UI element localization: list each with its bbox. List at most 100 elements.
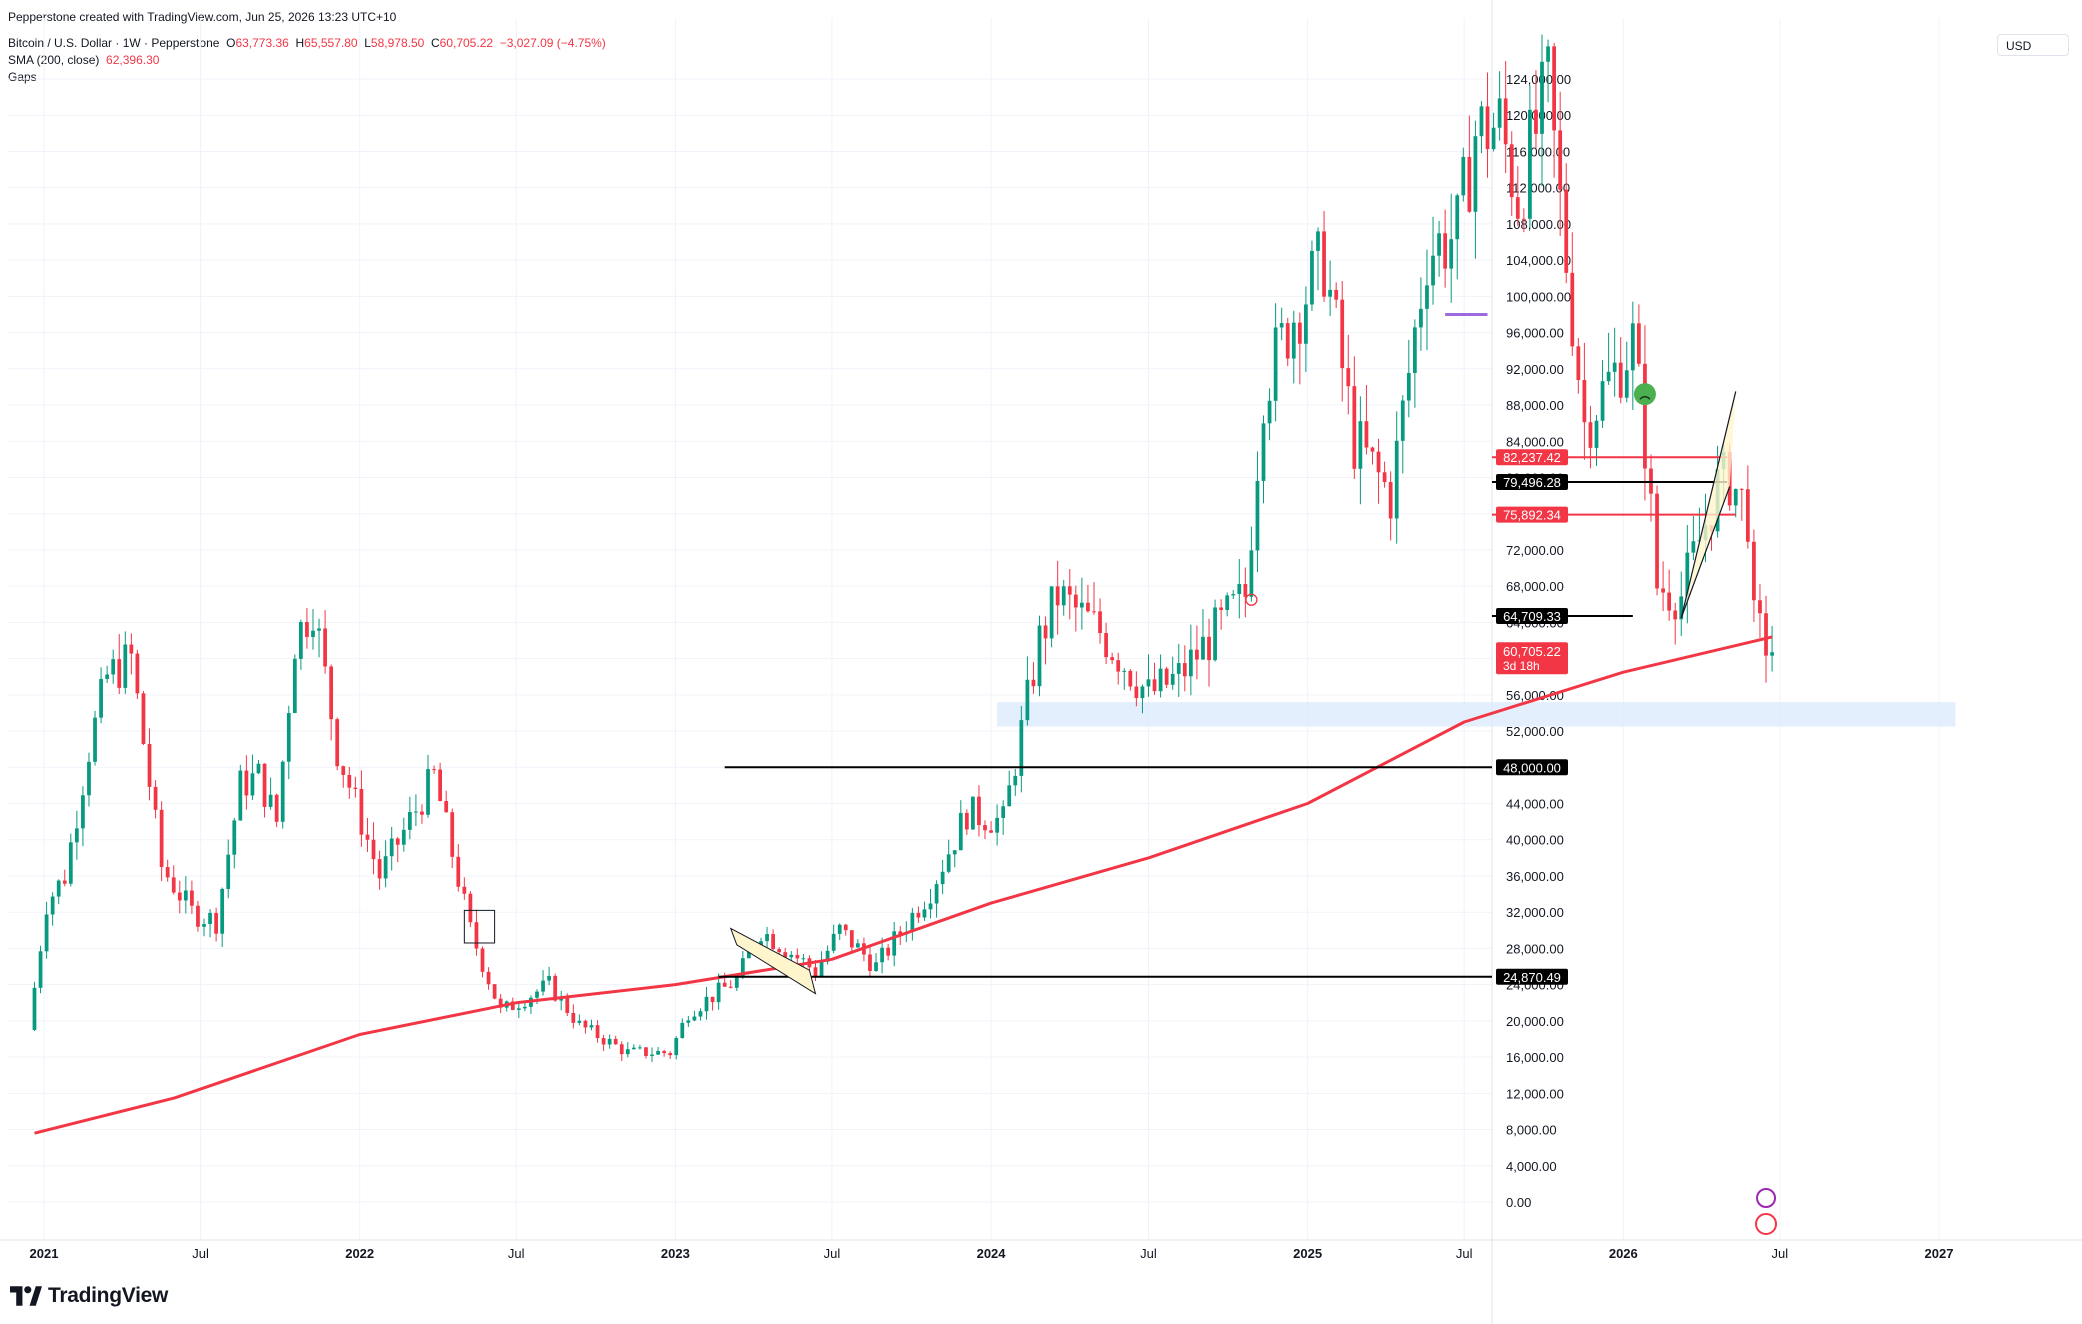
y-tick-label: 100,000.00	[1506, 289, 1571, 304]
candle-body	[1243, 584, 1248, 597]
candle-body	[1049, 586, 1054, 639]
sma-200-line	[34, 635, 1773, 1135]
candle-body	[855, 943, 860, 948]
candle-down	[1758, 584, 1762, 639]
y-tick-label: 36,000.00	[1506, 869, 1564, 884]
candle-down	[1073, 585, 1078, 632]
candle-down	[1086, 584, 1090, 613]
candle-down	[1322, 211, 1326, 302]
candle-up	[1770, 626, 1774, 672]
candle-body	[1001, 806, 1006, 818]
candle-down	[214, 907, 218, 942]
candle-down	[1297, 312, 1302, 385]
candle-body	[1364, 421, 1369, 448]
candle-body	[1134, 686, 1139, 699]
candle-down	[62, 869, 67, 887]
candle-up	[1037, 615, 1042, 697]
candle-body	[87, 761, 91, 796]
candle-body	[1419, 308, 1423, 328]
candle-down	[1285, 317, 1290, 367]
candle-down	[1128, 669, 1133, 691]
candle-up	[389, 826, 394, 871]
candle-body	[1400, 400, 1405, 441]
candle-body	[1606, 371, 1611, 382]
sma-legend[interactable]: SMA (200, close) 62,396.30	[8, 53, 159, 67]
candle-down	[1739, 488, 1744, 521]
candle-up	[1158, 654, 1163, 698]
candle-body	[202, 924, 206, 927]
candle-up	[1122, 668, 1127, 690]
candle-body	[317, 628, 321, 631]
candle-down	[438, 762, 443, 802]
candle-body	[577, 1020, 582, 1023]
tradingview-logo-icon	[10, 1286, 42, 1306]
candle-up	[1201, 609, 1205, 660]
gaps-legend[interactable]: Gaps	[8, 70, 37, 84]
wedge-upper-trendline	[1680, 391, 1737, 618]
candle-down	[1637, 304, 1641, 367]
y-tick-label: 44,000.00	[1506, 797, 1564, 812]
candle-down	[190, 880, 194, 914]
candle-down	[1043, 616, 1048, 665]
candle-up	[1733, 488, 1738, 518]
candle-body	[1758, 600, 1762, 614]
y-tick-label: 0.00	[1506, 1195, 1531, 1210]
candle-up	[220, 887, 225, 947]
candle-body	[971, 796, 975, 830]
candle-down	[1346, 334, 1351, 415]
candle-down	[1558, 91, 1563, 237]
candle-body	[1310, 250, 1314, 305]
symbol-legend[interactable]: Bitcoin / U.S. Dollar · 1W · Pepperstone…	[8, 36, 606, 50]
candle-up	[1019, 706, 1024, 793]
candle-body	[843, 924, 848, 931]
candle-body	[571, 1012, 576, 1023]
level-price-tag	[1496, 607, 1568, 624]
candle-body	[298, 622, 303, 659]
candle-down	[147, 728, 152, 801]
candle-body	[1019, 720, 1024, 776]
candle-down	[710, 996, 715, 1011]
candle-body	[1128, 670, 1133, 687]
candle-down	[432, 765, 436, 774]
candle-up	[1406, 339, 1411, 418]
candle-down	[335, 717, 340, 771]
candle-body	[129, 644, 134, 654]
sad-face-icon	[1633, 383, 1656, 406]
candle-up	[1080, 577, 1084, 630]
candle-body	[995, 817, 999, 833]
candle-body	[801, 958, 806, 960]
candle-body	[1231, 594, 1236, 596]
candle-body	[964, 812, 969, 830]
candle-down	[1576, 337, 1581, 394]
candle-body	[407, 812, 412, 830]
candle-down	[365, 817, 370, 853]
candle-body	[99, 678, 103, 718]
currency-selector[interactable]: USD	[1997, 34, 2069, 56]
candle-down	[377, 850, 382, 890]
candle-body	[38, 951, 43, 988]
open-label: O	[226, 36, 236, 50]
candle-down	[1661, 561, 1665, 612]
candle-down	[783, 948, 788, 959]
candle-body	[1521, 218, 1526, 220]
candle-down	[341, 765, 346, 788]
candle-body	[734, 977, 739, 988]
candle-body	[638, 1047, 642, 1049]
candle-body	[1158, 668, 1163, 692]
candle-body	[1600, 381, 1605, 421]
candle-body	[123, 644, 128, 688]
candle-body	[656, 1051, 660, 1055]
bar-countdown-label: 3d 18h	[1503, 659, 1540, 673]
high-label: H	[295, 36, 305, 50]
candle-body	[523, 1006, 527, 1009]
candle-up	[426, 754, 430, 818]
candle-body	[747, 951, 751, 959]
candle-up	[1479, 101, 1484, 154]
candle-body	[928, 903, 933, 910]
candle-body	[1582, 380, 1587, 423]
last-price-label: 60,705.22	[1503, 644, 1561, 659]
candle-up	[1279, 307, 1284, 341]
candle-body	[353, 787, 358, 789]
tradingview-logo[interactable]: TradingView	[10, 1284, 168, 1308]
